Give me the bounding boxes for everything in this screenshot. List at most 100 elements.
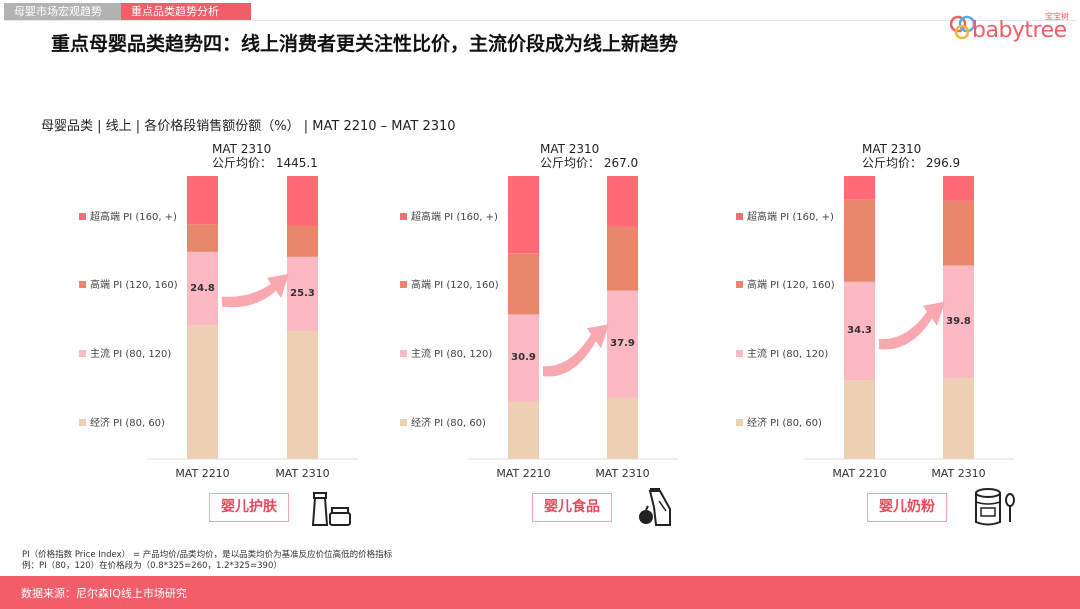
category-label-skincare: 婴儿护肤 [209,493,289,522]
legend-label: 经济 PI (80, 60) [747,418,822,429]
bar-segment [607,397,638,459]
legend-swatch [736,281,743,288]
avg-price-value: 公斤均价： 267.0 [540,156,639,170]
data-label: 34.3 [847,324,872,336]
bar-segment [943,176,974,201]
page-title: 重点母婴品类趋势四：线上消费者更关注性比价，主流价段成为线上新趋势 [51,33,679,55]
bar-segment [187,224,218,252]
bar-segment [187,251,218,326]
legend-swatch [400,419,407,426]
header-divider [4,20,1076,21]
data-label: 37.9 [610,338,635,350]
bar-segment [287,330,318,459]
legend-item: 高端 PI (120, 160) [79,280,178,292]
legend-swatch [400,213,407,220]
logo-english-text: babytree [972,18,1067,43]
legend-item: 主流 PI (80, 120) [400,349,492,361]
category-label-formula: 婴儿奶粉 [867,493,947,522]
trend-arrow [543,324,609,377]
legend-label: 经济 PI (80, 60) [90,418,165,429]
legend-item: 经济 PI (80, 60) [400,418,486,430]
legend-swatch [79,281,86,288]
legend-item: 经济 PI (80, 60) [79,418,165,430]
legend-item: 超高端 PI (160, +) [736,212,834,224]
bar-segment [844,199,875,282]
chart-subtitle: 母婴品类 | 线上 | 各价格段销售额份额（%） | MAT 2210 – MA… [41,119,456,134]
legend-swatch [79,350,86,357]
tab-category-analysis[interactable]: 重点品类趋势分析 [121,3,251,20]
bar-segment [607,176,638,227]
bar-segment [943,378,974,459]
x-tick-label: MAT 2210 [496,467,551,480]
bar-segment [943,265,974,379]
legend-label: 超高端 PI (160, +) [411,212,498,223]
data-label: 30.9 [511,352,536,364]
bar-segment [607,226,638,291]
legend-label: 经济 PI (80, 60) [411,418,486,429]
avg-price-title: MAT 2310 [212,142,272,156]
bar-segment [508,314,539,402]
legend-label: 高端 PI (120, 160) [90,280,178,291]
legend-label: 主流 PI (80, 120) [411,349,493,360]
legend-item: 主流 PI (80, 120) [736,349,828,361]
bar-segment [844,380,875,459]
legend-swatch [79,419,86,426]
pi-example-note: 例：PI（80，120）在价格段为（0.8*325=260，1.2*325=39… [22,561,282,571]
legend-item: 经济 PI (80, 60) [736,418,822,430]
bar-segment [287,256,318,331]
x-tick-label: MAT 2310 [595,467,650,480]
legend-swatch [736,350,743,357]
trend-arrow [879,301,945,350]
skincare-bottles-icon [311,492,351,526]
data-label: 24.8 [190,282,215,294]
bar-segment [607,290,638,398]
x-tick-label: MAT 2210 [175,467,230,480]
legend-label: 主流 PI (80, 120) [90,349,172,360]
data-label: 25.3 [290,287,315,299]
legend-item: 高端 PI (120, 160) [400,280,499,292]
bar-segment [508,176,539,254]
avg-price-value: 公斤均价： 296.9 [862,156,961,170]
legend-label: 主流 PI (80, 120) [747,349,829,360]
legend-item: 高端 PI (120, 160) [736,280,835,292]
babytree-logo: 宝宝树 babytree [950,10,1075,48]
legend-label: 超高端 PI (160, +) [747,212,834,223]
bar-segment [187,325,218,459]
bar-segment [508,253,539,315]
bar-segment [943,200,974,266]
legend-label: 高端 PI (120, 160) [747,280,835,291]
trend-arrow [222,273,289,308]
legend-swatch [79,213,86,220]
x-tick-label: MAT 2310 [275,467,330,480]
avg-price-title: MAT 2310 [540,142,600,156]
bar-segment [287,176,318,226]
avg-price-title: MAT 2310 [862,142,922,156]
legend-swatch [736,213,743,220]
legend-item: 超高端 PI (160, +) [79,212,177,224]
pi-definition-note: PI（价格指数 Price Index） = 产品均价/品类均价，是以品类均价为… [22,550,393,560]
tab-macro-trends[interactable]: 母婴市场宏观趋势 [4,3,128,20]
baby-food-apple-icon [639,488,671,526]
bar-segment [844,281,875,381]
data-label: 39.8 [946,315,971,327]
formula-can-spoon-icon [975,488,1015,526]
bar-segment [844,176,875,200]
category-label-food: 婴儿食品 [532,493,612,522]
logo-chinese-text: 宝宝树 [1045,12,1069,21]
bar-segment [287,225,318,257]
legend-swatch [400,350,407,357]
legend-item: 主流 PI (80, 120) [79,349,171,361]
x-tick-label: MAT 2310 [931,467,986,480]
legend-label: 超高端 PI (160, +) [90,212,177,223]
legend-item: 超高端 PI (160, +) [400,212,498,224]
data-source: 数据来源：尼尔森IQ线上市场研究 [21,587,187,600]
legend-swatch [736,419,743,426]
bar-segment [187,176,218,225]
x-tick-label: MAT 2210 [832,467,887,480]
logo-mark-icon [950,15,976,40]
bar-segment [508,401,539,459]
legend-label: 高端 PI (120, 160) [411,280,499,291]
avg-price-value: 公斤均价： 1445.1 [212,156,318,170]
footer-bar: 数据来源：尼尔森IQ线上市场研究 [0,576,1080,609]
